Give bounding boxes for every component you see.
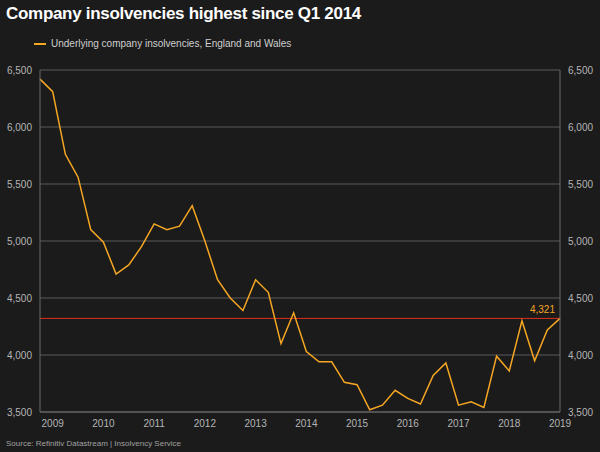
svg-text:3,500: 3,500 [8,407,32,418]
svg-text:4,321: 4,321 [530,304,555,315]
svg-text:2010: 2010 [92,418,115,429]
svg-text:2014: 2014 [295,418,318,429]
svg-text:2016: 2016 [397,418,420,429]
svg-text:2017: 2017 [447,418,470,429]
svg-text:5,000: 5,000 [568,236,592,247]
svg-text:2015: 2015 [346,418,369,429]
svg-text:6,500: 6,500 [568,65,592,76]
html-text:Underlying company insolvencie: Underlying company insolvencies, England… [51,38,292,49]
svg-text:4,500: 4,500 [568,293,592,304]
svg-text:2011: 2011 [143,418,165,429]
svg-text:2009: 2009 [42,418,65,429]
svg-text:6,000: 6,000 [568,122,592,133]
svg-text:2019: 2019 [549,418,572,429]
html-text:Source: Refinitiv Datastream |: Source: Refinitiv Datastream | Insolvenc… [6,439,181,448]
svg-text:6,500: 6,500 [8,65,32,76]
svg-text:2013: 2013 [244,418,267,429]
svg-text:4,000: 4,000 [568,350,592,361]
svg-text:2012: 2012 [194,418,217,429]
svg-text:5,500: 5,500 [8,179,32,190]
svg-text:5,500: 5,500 [568,179,592,190]
svg-text:6,000: 6,000 [8,122,32,133]
html-text:Company insolvencies highest s: Company insolvencies highest since Q1 20… [6,4,361,23]
svg-text:5,000: 5,000 [8,236,32,247]
svg-text:4,000: 4,000 [8,350,32,361]
svg-text:2018: 2018 [498,418,521,429]
svg-text:3,500: 3,500 [568,407,592,418]
svg-text:4,500: 4,500 [8,293,32,304]
